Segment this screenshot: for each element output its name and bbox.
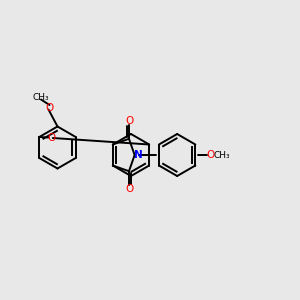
Text: O: O — [126, 116, 134, 126]
Text: CH₃: CH₃ — [33, 92, 49, 101]
Text: CH₃: CH₃ — [213, 151, 230, 160]
Text: O: O — [206, 150, 215, 160]
Text: N: N — [134, 150, 142, 160]
Text: O: O — [45, 103, 54, 113]
Text: O: O — [126, 184, 134, 194]
Text: O: O — [47, 133, 55, 143]
